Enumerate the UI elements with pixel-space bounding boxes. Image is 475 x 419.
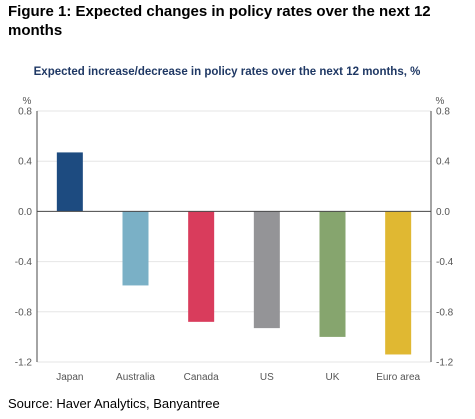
y-tick-label-right: -1.2 bbox=[436, 358, 454, 369]
y-tick-label-right: 0.0 bbox=[436, 207, 450, 218]
bar-japan bbox=[56, 152, 83, 212]
right-axis-unit-label: % bbox=[436, 96, 445, 107]
bar-uk bbox=[319, 211, 346, 337]
x-category-label: UK bbox=[326, 372, 340, 383]
bars bbox=[56, 152, 412, 355]
left-axis-unit-label: % bbox=[23, 96, 32, 107]
tick-labels: 0.8 0.8 0.4 0.4 0.0 0.0 -0.4 -0.4 -0.8 -0.8 -1.2 -1… bbox=[15, 107, 454, 384]
bar-euro-area bbox=[385, 211, 412, 355]
source-note: Source: Haver Analytics, Banyantree bbox=[8, 396, 220, 411]
y-tick-label-left: -0.8 bbox=[15, 307, 33, 318]
y-tick-label-left: 0.8 bbox=[18, 107, 32, 118]
y-tick-label-right: 0.8 bbox=[436, 107, 450, 118]
axes bbox=[36, 111, 432, 362]
figure-heading: Figure 1: Expected changes in policy rat… bbox=[8, 3, 431, 39]
bar-us bbox=[253, 211, 280, 329]
bar-australia bbox=[122, 211, 149, 286]
y-tick-label-right: 0.4 bbox=[436, 157, 450, 168]
y-tick-label-left: -0.4 bbox=[15, 257, 33, 268]
y-tick-label-left: -1.2 bbox=[15, 358, 33, 369]
y-tick-label-left: 0.0 bbox=[18, 207, 32, 218]
x-category-label: Japan bbox=[56, 372, 83, 383]
policy-rate-bar-chart: Expected increase/decrease in policy rat… bbox=[15, 66, 454, 384]
gridlines bbox=[37, 110, 431, 363]
y-tick-label-right: -0.8 bbox=[436, 307, 454, 318]
y-tick-label-left: 0.4 bbox=[18, 157, 32, 168]
x-category-label: Australia bbox=[116, 372, 155, 383]
y-tick-label-right: -0.4 bbox=[436, 257, 454, 268]
bar-canada bbox=[188, 211, 215, 322]
x-category-label: Canada bbox=[184, 372, 219, 383]
chart-title: Expected increase/decrease in policy rat… bbox=[34, 66, 421, 78]
x-category-label: US bbox=[260, 372, 274, 383]
x-category-label: Euro area bbox=[376, 372, 420, 383]
